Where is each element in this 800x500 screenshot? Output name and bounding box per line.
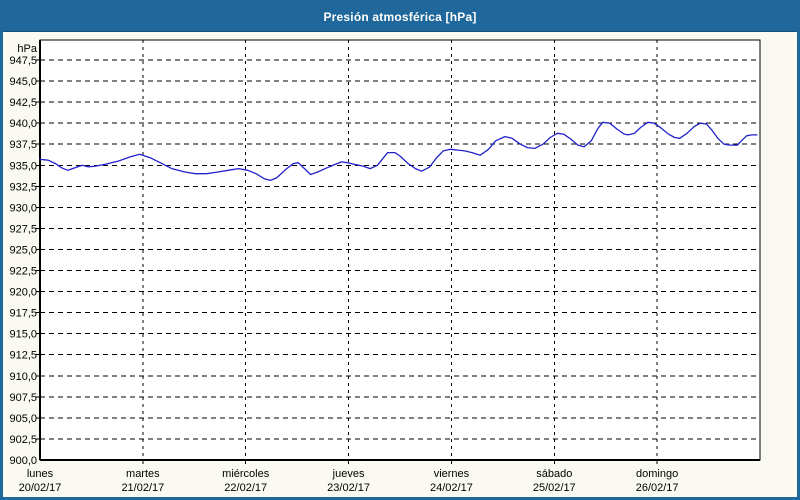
x-date-label: 23/02/17 xyxy=(327,482,370,494)
x-day-label: lunes xyxy=(27,468,54,480)
y-tick-label: 927,5 xyxy=(9,223,37,235)
x-date-label: 24/02/17 xyxy=(430,482,473,494)
x-day-label: martes xyxy=(126,468,160,480)
y-tick-label: 905,0 xyxy=(9,413,37,425)
y-tick-label: 937,5 xyxy=(9,139,37,151)
y-tick-label: 925,0 xyxy=(9,244,37,256)
chart-area: hPa 947,5 945,0 942,5 940,0 937,5 935,0 932,5 93… xyxy=(3,32,797,496)
y-tick-label: 940,0 xyxy=(9,118,37,130)
x-day-label: viernes xyxy=(434,468,470,480)
plot-background xyxy=(40,40,760,460)
y-tick-label: 915,0 xyxy=(9,329,37,341)
x-date-label: 21/02/17 xyxy=(121,482,164,494)
y-tick-label: 917,5 xyxy=(9,308,37,320)
x-date-label: 20/02/17 xyxy=(19,482,62,494)
x-day-label: miércoles xyxy=(222,468,270,480)
y-tick-label: 900,0 xyxy=(9,455,37,467)
y-tick-label: 935,0 xyxy=(9,160,37,172)
y-tick-label: 932,5 xyxy=(9,181,37,193)
x-day-label: sábado xyxy=(536,468,572,480)
x-day-label: domingo xyxy=(636,468,678,480)
y-tick-label: 942,5 xyxy=(9,97,37,109)
y-tick-label: 912,5 xyxy=(9,350,37,362)
x-date-label: 22/02/17 xyxy=(224,482,267,494)
x-day-label: jueves xyxy=(332,468,365,480)
y-tick-label: 945,0 xyxy=(9,76,37,88)
pressure-series-line xyxy=(39,121,758,182)
y-axis-unit-label: hPa xyxy=(17,43,37,55)
y-tick-label: 902,5 xyxy=(9,434,37,446)
y-tick-label: 907,5 xyxy=(9,392,37,404)
x-date-label: 26/02/17 xyxy=(636,482,679,494)
chart-title: Presión atmosférica [hPa] xyxy=(323,10,477,24)
y-tick-label: 930,0 xyxy=(9,202,37,214)
x-date-label: 25/02/17 xyxy=(533,482,576,494)
y-tick-label: 947,5 xyxy=(9,55,37,67)
y-tick-label: 910,0 xyxy=(9,371,37,383)
title-bar: Presión atmosférica [hPa] xyxy=(3,3,797,32)
y-tick-label: 922,5 xyxy=(9,266,37,278)
y-tick-label: 920,0 xyxy=(9,287,37,299)
